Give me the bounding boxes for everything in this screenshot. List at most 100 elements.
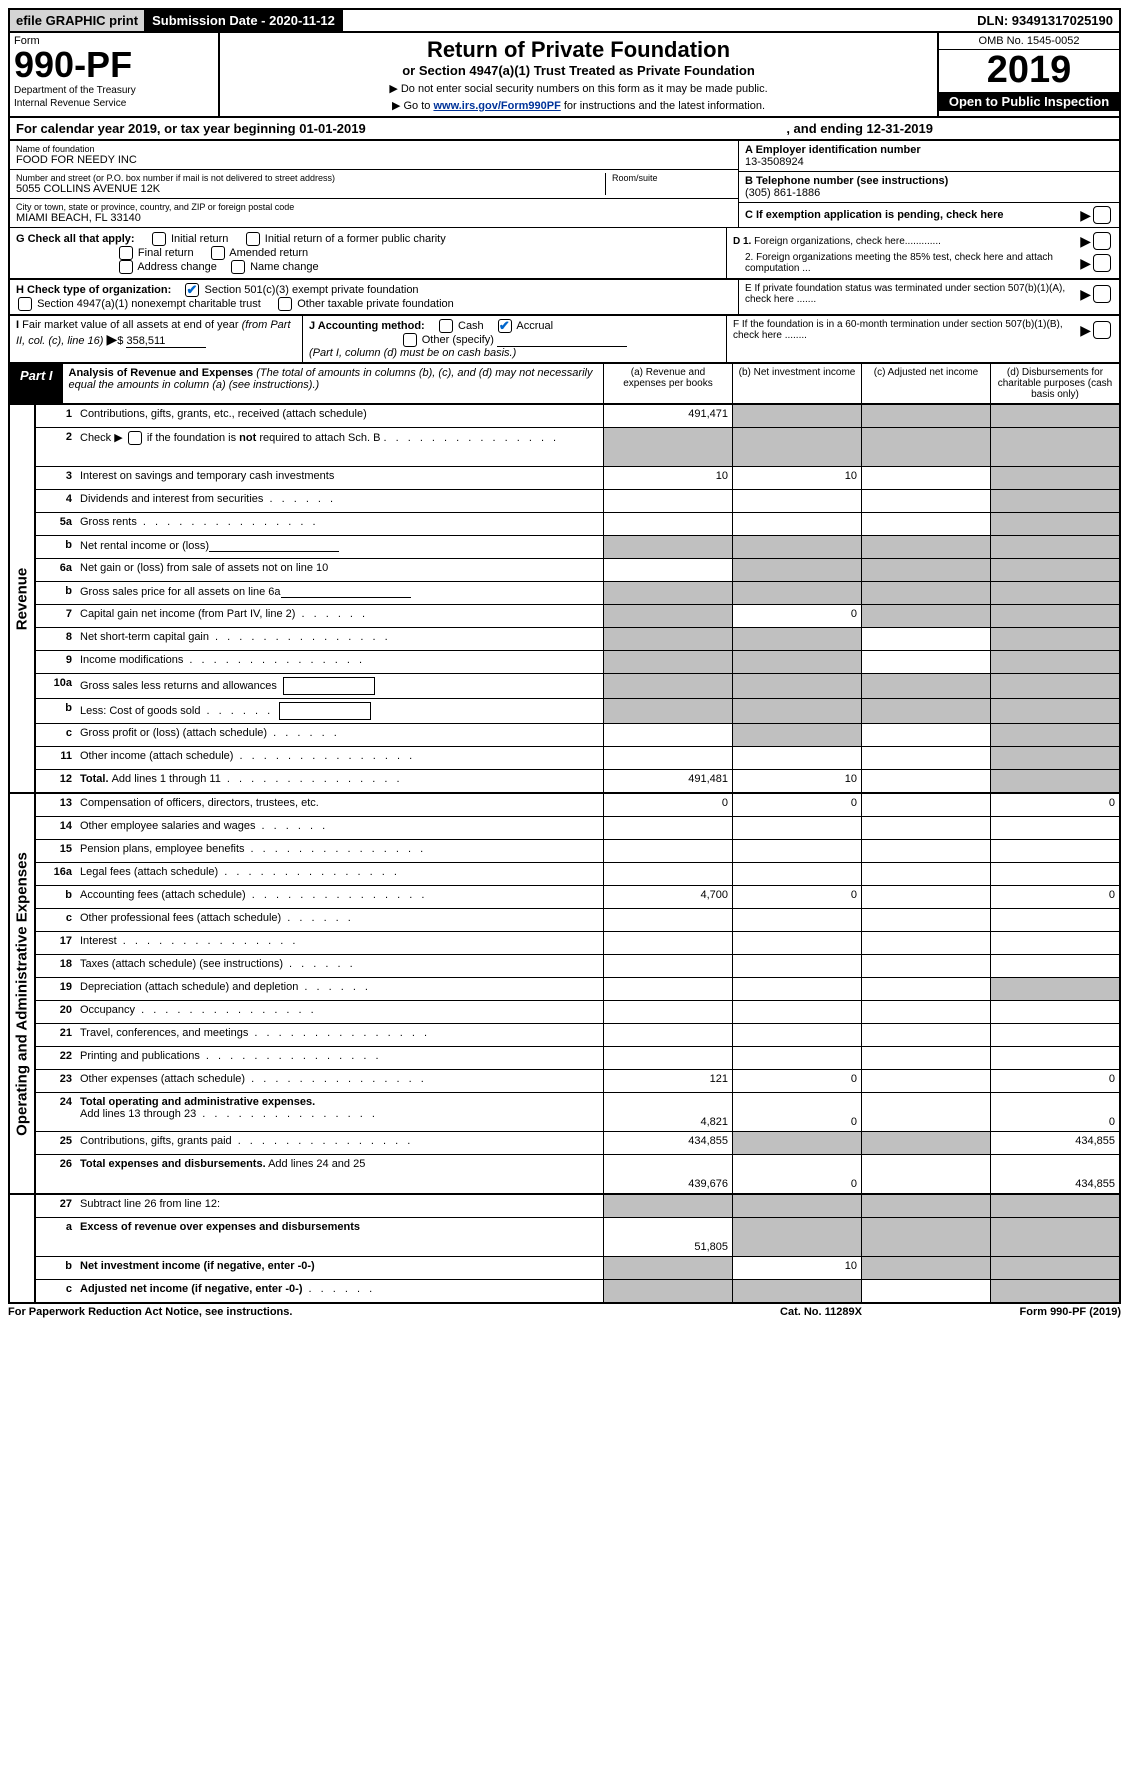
initial-return-checkbox[interactable]	[152, 232, 166, 246]
dots	[232, 1135, 414, 1147]
F-cell: F If the foundation is in a 60-month ter…	[727, 316, 1119, 362]
val-empty	[732, 840, 861, 862]
room-label: Room/suite	[612, 173, 732, 183]
city-label: City or town, state or province, country…	[16, 202, 732, 212]
D1-checkbox[interactable]	[1093, 232, 1111, 250]
final-return-checkbox[interactable]	[119, 246, 133, 260]
arrow-icon: ▶	[1080, 255, 1091, 272]
val-empty	[603, 1001, 732, 1023]
other-specify-input[interactable]	[497, 334, 627, 347]
other-taxable-checkbox[interactable]	[278, 297, 292, 311]
val-27aa: 51,805	[603, 1218, 732, 1256]
input-line[interactable]	[209, 539, 339, 552]
val-25d: 434,855	[990, 1132, 1119, 1154]
val-shaded	[990, 1257, 1119, 1279]
val-empty	[603, 817, 732, 839]
inner-box[interactable]	[283, 677, 375, 695]
dots	[209, 631, 391, 643]
val-shaded	[990, 747, 1119, 769]
line-num: 13	[36, 794, 76, 816]
note2-pre: ▶ Go to	[392, 100, 433, 112]
C-checkbox[interactable]	[1093, 206, 1111, 224]
D2-checkbox[interactable]	[1093, 254, 1111, 272]
dots	[267, 727, 340, 739]
val-shaded	[861, 428, 990, 466]
line-num: 6a	[36, 559, 76, 581]
name-change-checkbox[interactable]	[231, 260, 245, 274]
final-return-label: Final return	[138, 247, 194, 259]
header-left: Form 990-PF Department of the Treasury I…	[10, 33, 220, 116]
arrow-icon: ▶	[1080, 207, 1091, 224]
line-5b: b Net rental income or (loss)	[36, 536, 1119, 559]
line-num: 5a	[36, 513, 76, 535]
val-shaded	[990, 559, 1119, 581]
line-18: 18 Taxes (attach schedule) (see instruct…	[36, 955, 1119, 978]
line25-text: Contributions, gifts, grants paid	[80, 1135, 232, 1147]
form-number: 990-PF	[14, 47, 214, 83]
line-desc: Depreciation (attach schedule) and deple…	[76, 978, 603, 1000]
F-checkbox[interactable]	[1093, 321, 1111, 339]
dots	[283, 958, 356, 970]
line-desc: Pension plans, employee benefits	[76, 840, 603, 862]
part1-title: Analysis of Revenue and Expenses	[69, 367, 254, 379]
val-empty	[603, 513, 732, 535]
val-empty	[861, 1280, 990, 1302]
line-desc: Other employee salaries and wages	[76, 817, 603, 839]
line10c-text: Gross profit or (loss) (attach schedule)	[80, 727, 267, 739]
line-10a: 10a Gross sales less returns and allowan…	[36, 674, 1119, 699]
line-desc: Less: Cost of goods sold	[76, 699, 603, 723]
dots	[263, 493, 336, 505]
line-num: 3	[36, 467, 76, 489]
address-change-checkbox[interactable]	[119, 260, 133, 274]
dots	[302, 1283, 375, 1295]
val-shaded	[861, 1195, 990, 1217]
val-empty	[732, 490, 861, 512]
city-value: MIAMI BEACH, FL 33140	[16, 212, 732, 224]
irs-link[interactable]: www.irs.gov/Form990PF	[433, 100, 560, 112]
val-empty	[603, 932, 732, 954]
val-empty	[603, 559, 732, 581]
line-desc: Capital gain net income (from Part IV, l…	[76, 605, 603, 627]
D-right: D 1. Foreign organizations, check here..…	[727, 228, 1119, 278]
val-shaded	[990, 536, 1119, 558]
line5a-text: Gross rents	[80, 516, 137, 528]
amended-return-label: Amended return	[229, 247, 308, 259]
line2-pre: Check ▶	[80, 432, 123, 444]
val-empty	[732, 955, 861, 977]
4947-checkbox[interactable]	[18, 297, 32, 311]
line-27: 27 Subtract line 26 from line 12:	[36, 1195, 1119, 1218]
sch-b-checkbox[interactable]	[128, 431, 142, 445]
line-6a: 6a Net gain or (loss) from sale of asset…	[36, 559, 1119, 582]
addr-cell: Number and street (or P.O. box number if…	[10, 170, 738, 199]
val-empty	[990, 840, 1119, 862]
other-checkbox[interactable]	[403, 333, 417, 347]
line-16c: c Other professional fees (attach schedu…	[36, 909, 1119, 932]
val-shaded	[990, 582, 1119, 604]
501c3-checkbox[interactable]	[185, 283, 199, 297]
input-line[interactable]	[281, 585, 411, 598]
cash-checkbox[interactable]	[439, 319, 453, 333]
val-23b: 0	[732, 1070, 861, 1092]
line-num: 12	[36, 770, 76, 792]
line-desc: Dividends and interest from securities	[76, 490, 603, 512]
line27-rows: 27 Subtract line 26 from line 12: a Exce…	[36, 1195, 1119, 1302]
addr-label: Number and street (or P.O. box number if…	[16, 173, 605, 183]
inner-box[interactable]	[279, 702, 371, 720]
line-11: 11 Other income (attach schedule)	[36, 747, 1119, 770]
E-checkbox[interactable]	[1093, 285, 1111, 303]
val-empty	[861, 840, 990, 862]
name-change-label: Name change	[250, 261, 319, 273]
line22-text: Printing and publications	[80, 1050, 200, 1062]
val-23d: 0	[990, 1070, 1119, 1092]
amended-return-checkbox[interactable]	[211, 246, 225, 260]
line9-text: Income modifications	[80, 654, 183, 666]
line-num: 26	[36, 1155, 76, 1193]
dept-irs: Internal Revenue Service	[14, 98, 214, 109]
tax-year: 2019	[939, 50, 1119, 92]
initial-former-checkbox[interactable]	[246, 232, 260, 246]
accrual-checkbox[interactable]	[498, 319, 512, 333]
line-num: 15	[36, 840, 76, 862]
line-num: 16a	[36, 863, 76, 885]
val-shaded	[990, 699, 1119, 723]
line-num: 14	[36, 817, 76, 839]
